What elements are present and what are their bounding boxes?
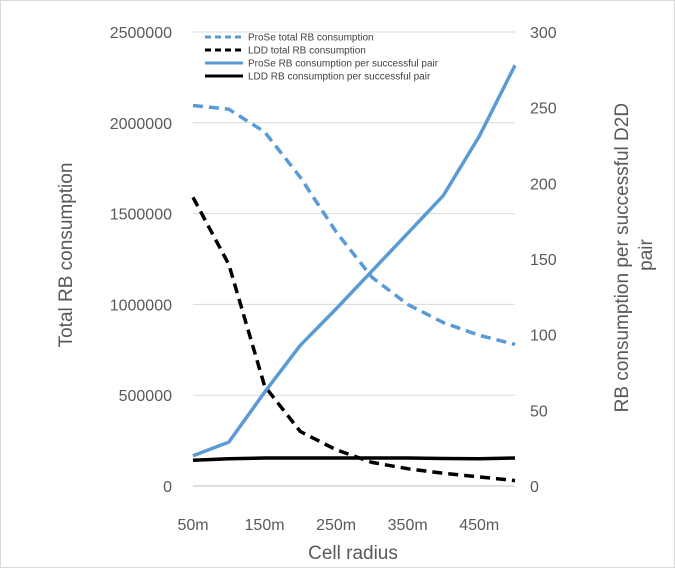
y-left-tick-label: 0 [163, 479, 172, 496]
y-left-tick-label: 500000 [119, 388, 172, 405]
x-tick-label: 450m [459, 517, 499, 534]
y-axis-right-title: RB consumption per successful D2D pair [612, 98, 657, 413]
gridlines [193, 31, 515, 487]
x-axis-ticks: 50m 150m 250m 350m 450m [177, 517, 499, 534]
legend: ProSe total RB consumption LDD total RB c… [205, 33, 439, 83]
legend-label: ProSe RB consumption per successful pair [248, 59, 439, 70]
y-right-tick-label: 100 [530, 328, 557, 345]
series-line-1 [192, 103, 516, 347]
x-tick-label: 350m [388, 517, 428, 534]
y-left-tick-label: 1000000 [110, 297, 172, 314]
x-tick-label: 250m [316, 517, 356, 534]
y-left-tick-label: 1500000 [110, 207, 172, 224]
y-left-tick-label: 2000000 [110, 116, 172, 133]
legend-label: LDD RB consumption per successful pair [248, 72, 431, 83]
y-left-tick-label: 2500000 [110, 25, 172, 42]
y-axis-right-title-line2: pair [636, 238, 657, 270]
legend-label: LDD total RB consumption [248, 46, 366, 57]
x-tick-label: 150m [245, 517, 285, 534]
y-right-tick-label: 150 [530, 252, 557, 269]
series-line-3 [192, 64, 517, 458]
y-right-tick-label: 0 [530, 479, 539, 496]
series-lines [191, 64, 517, 483]
y-right-tick-label: 250 [530, 101, 557, 118]
y-axis-left-title: Total RB consumption [56, 163, 77, 348]
x-tick-label: 50m [177, 517, 208, 534]
y-right-tick-label: 50 [530, 403, 548, 420]
left-axis-ticks: 0 500000 1000000 1500000 2000000 2500000 [110, 25, 172, 496]
y-right-tick-label: 300 [530, 25, 557, 42]
series-line-4 [192, 456, 516, 463]
y-axis-right-title-line1: RB consumption per successful D2D [612, 103, 633, 412]
y-right-tick-label: 200 [530, 176, 557, 193]
legend-label: ProSe total RB consumption [248, 33, 374, 44]
x-axis-title: Cell radius [308, 543, 398, 564]
right-axis-ticks: 0 50 100 150 200 250 300 [530, 25, 557, 496]
